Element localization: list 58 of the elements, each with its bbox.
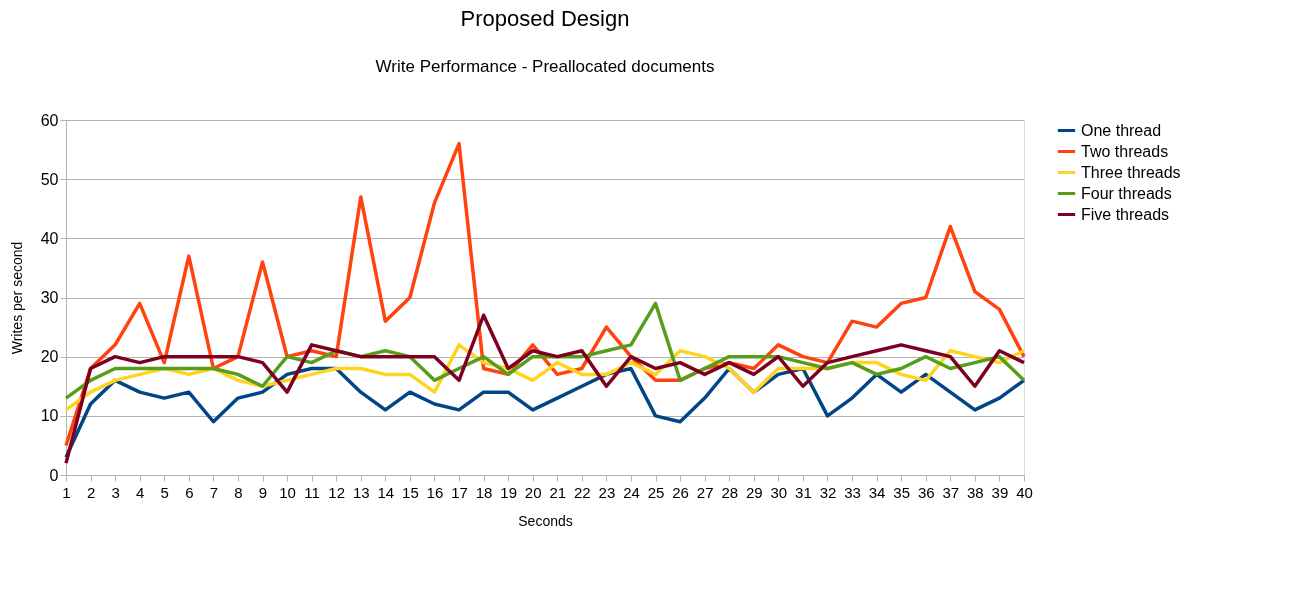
x-tick-label: 1: [62, 483, 71, 501]
x-tick-label: 20: [524, 483, 542, 501]
x-tick-label: 26: [672, 483, 689, 501]
x-tick-label: 27: [696, 483, 714, 501]
y-tick-label: 50: [40, 170, 59, 188]
legend-label: Three threads: [1081, 163, 1181, 181]
x-tick-label: 39: [991, 483, 1009, 501]
x-tick-label: 28: [721, 483, 739, 501]
y-axis-title: Writes per second: [8, 241, 25, 355]
x-tick-label: 14: [377, 483, 395, 501]
x-tick-label: 7: [209, 483, 219, 501]
legend-label: Five threads: [1081, 205, 1170, 223]
x-tick-label: 17: [451, 483, 468, 501]
x-tick-label: 19: [500, 483, 517, 501]
x-tick-label: 30: [770, 483, 788, 501]
x-tick-label: 4: [136, 483, 145, 501]
x-tick-label: 10: [279, 483, 296, 501]
x-tick-label: 32: [819, 483, 837, 501]
y-tick-label: 20: [40, 348, 59, 366]
y-tick-label: 30: [40, 289, 59, 306]
x-tick-label: 24: [623, 483, 640, 501]
x-tick-label: 5: [160, 483, 169, 501]
legend-label: Two threads: [1081, 142, 1169, 160]
x-tick-label: 21: [549, 483, 567, 501]
x-tick-label: 25: [647, 483, 665, 501]
y-tick-label: 40: [40, 229, 59, 247]
x-tick-label: 38: [967, 483, 984, 501]
x-tick-label: 9: [258, 483, 268, 501]
x-tick-label: 3: [111, 483, 120, 501]
line-series: [64, 301, 1026, 400]
x-tick-label: 35: [893, 483, 911, 501]
x-tick-label: 37: [942, 483, 960, 501]
y-tick-label: 10: [40, 407, 59, 425]
x-tick-label: 31: [795, 483, 812, 501]
x-tick-label: 22: [574, 483, 591, 501]
x-tick-label: 15: [402, 483, 419, 501]
y-tick-label: 0: [49, 466, 59, 484]
x-tick-label: 13: [352, 483, 370, 501]
legend-label: One thread: [1081, 121, 1162, 139]
x-tick-label: 8: [234, 483, 243, 501]
x-tick-label: 18: [475, 483, 493, 501]
x-tick-label: 11: [304, 483, 320, 501]
x-tick-label: 6: [185, 483, 194, 501]
y-tick-label: 60: [40, 111, 59, 129]
x-tick-label: 40: [1016, 483, 1033, 501]
chart-title: Proposed Design: [460, 6, 630, 31]
x-tick-label: 33: [844, 483, 861, 501]
chart-subtitle: Write Performance - Preallocated documents: [375, 57, 715, 76]
x-tick-label: 2: [86, 483, 96, 501]
x-tick-label: 16: [426, 483, 444, 501]
x-tick-label: 36: [917, 483, 935, 501]
x-tick-label: 23: [598, 483, 616, 501]
x-tick-label: 34: [868, 483, 886, 501]
line-series: [64, 313, 1026, 465]
x-axis-title: Seconds: [518, 512, 573, 529]
x-tick-label: 12: [328, 483, 346, 501]
legend-label: Four threads: [1081, 184, 1172, 202]
x-tick-label: 29: [745, 483, 763, 501]
